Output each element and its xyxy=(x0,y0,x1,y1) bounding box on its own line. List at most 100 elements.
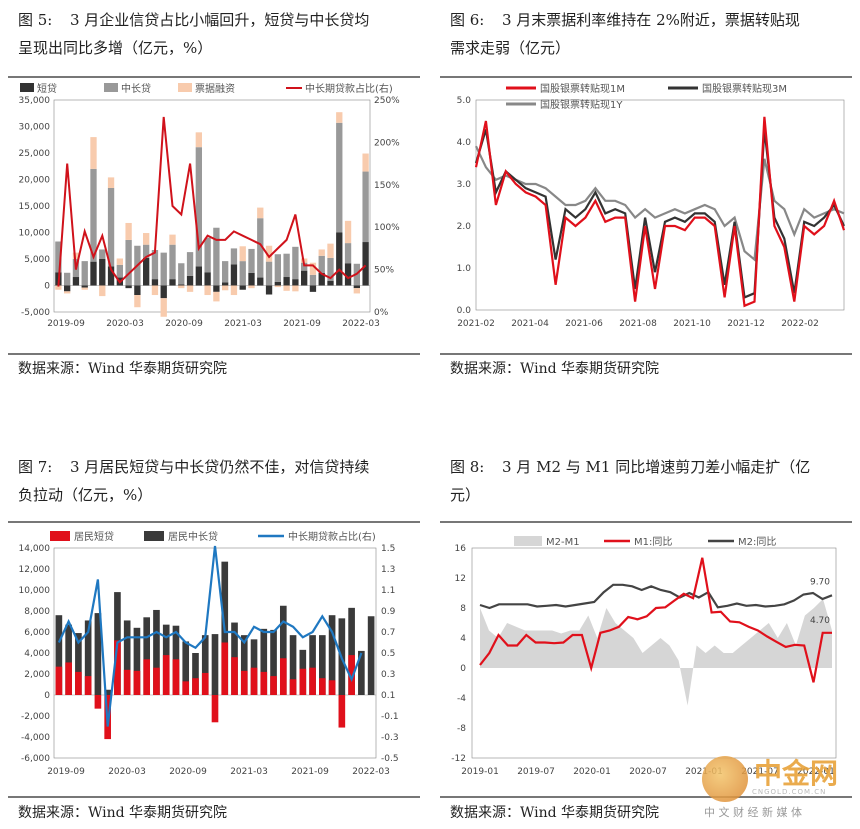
watermark-title: 中金网 xyxy=(754,757,839,790)
fig7-y-tick: -4,000 xyxy=(21,733,50,743)
fig5-x-tick: 2020-09 xyxy=(165,319,203,329)
fig5-legend-swatch xyxy=(20,83,34,92)
fig7-title-line2: 负拉动（亿元，%） xyxy=(18,486,153,504)
fig5-bar-0 xyxy=(362,242,369,286)
fig6-y-tick: 0.0 xyxy=(457,306,472,316)
fig5-bar-0 xyxy=(309,285,317,292)
fig7-x-tick: 2019-09 xyxy=(47,767,85,777)
fig6-caption: 图 6: 3 月末票据利率维持在 2%附近，票据转贴现 需求走弱（亿元） xyxy=(450,6,860,62)
fig7-bar-short xyxy=(162,655,170,695)
fig7-bar-long xyxy=(260,628,268,695)
fig7-number: 图 7: xyxy=(18,458,53,476)
fig5-bar-0 xyxy=(213,285,220,292)
fig5-bar-0 xyxy=(186,275,194,286)
fig5-bar-1 xyxy=(213,227,220,286)
fig6-legend-label: 国股银票转贴现1M xyxy=(540,82,625,95)
fig7-bar-long xyxy=(289,635,297,695)
fig8-area-spread xyxy=(480,599,832,706)
fig5-bar-0 xyxy=(230,264,238,286)
fig7-legend-swatch xyxy=(144,531,164,541)
fig6-number: 图 6: xyxy=(450,11,485,29)
fig8-annotation-m2: 9.70 xyxy=(810,577,830,587)
fig5-bar-2 xyxy=(178,285,185,289)
fig7-y-tick: 0 xyxy=(44,691,50,701)
fig7-bar-long xyxy=(358,650,365,695)
fig5-bar-1 xyxy=(195,147,202,267)
fig7-y-tick: 2,000 xyxy=(24,670,50,680)
fig5-bar-0 xyxy=(257,277,264,286)
fig5-bar-0 xyxy=(134,285,141,296)
fig5-y-tick: 20,000 xyxy=(19,176,51,186)
fig7-y2-tick: -0.1 xyxy=(381,712,399,722)
fig5-bar-1 xyxy=(64,272,71,286)
fig5-bar-2 xyxy=(64,291,71,294)
fig7-bar-short xyxy=(348,655,355,695)
fig5-bar-1 xyxy=(125,239,132,286)
fig7-bar-long xyxy=(201,635,209,695)
fig6-x-tick: 2021-06 xyxy=(565,319,603,329)
fig6-title-line2: 需求走弱（亿元） xyxy=(450,39,571,57)
fig5-bar-0 xyxy=(248,272,255,286)
fig8-x-tick: 2019-07 xyxy=(517,767,555,777)
fig6-x-tick: 2021-10 xyxy=(673,319,711,329)
fig5-bar-1 xyxy=(327,257,334,281)
fig5-bar-2 xyxy=(239,246,246,262)
fig7-bar-long xyxy=(270,629,277,695)
fig6-x-tick: 2021-08 xyxy=(619,319,657,329)
fig7-bar-long xyxy=(182,641,190,695)
fig5-bar-1 xyxy=(309,274,317,286)
fig7-top-rule xyxy=(8,521,420,523)
fig5-bar-1 xyxy=(230,248,238,265)
fig7-y-tick: -2,000 xyxy=(21,712,50,722)
fig5-bar-2 xyxy=(222,285,229,291)
fig8-y-tick: -4 xyxy=(457,694,466,704)
fig7-bar-short xyxy=(279,658,287,695)
fig5-bar-2 xyxy=(265,245,273,262)
fig6-legend-label: 国股银票转贴现3M xyxy=(702,82,787,95)
fig7-bar-long xyxy=(84,620,92,695)
fig5-bar-2 xyxy=(81,287,88,290)
fig6-plot-frame xyxy=(475,99,845,311)
fig5-bar-0 xyxy=(72,277,80,286)
fig6-line-1 xyxy=(474,129,845,299)
fig5-bar-2 xyxy=(116,258,123,265)
fig7-bar-short xyxy=(153,667,160,695)
fig5-bar-1 xyxy=(257,218,264,278)
fig7-bar-long xyxy=(75,633,82,695)
fig7-x-tick: 2021-03 xyxy=(230,767,268,777)
fig7-bar-long xyxy=(250,639,258,695)
fig5-bar-1 xyxy=(239,261,246,286)
fig7-bar-short xyxy=(201,672,209,695)
fig7-bar-long xyxy=(348,607,355,695)
fig5-x-tick: 2021-09 xyxy=(283,319,321,329)
fig5-bar-2 xyxy=(230,285,238,296)
fig5-bar-1 xyxy=(222,261,229,283)
watermark-subtitle: 中 文 财 经 新 媒 体 xyxy=(704,806,802,819)
fig8-number: 图 8: xyxy=(450,458,485,476)
fig5-y-tick: 25,000 xyxy=(19,149,51,159)
fig5-bar-2 xyxy=(213,291,220,302)
fig7-bar-long xyxy=(153,609,160,695)
fig6-x-tick: 2021-12 xyxy=(727,319,765,329)
fig8-plot-frame xyxy=(471,547,837,759)
fig5-bar-0 xyxy=(274,281,281,286)
fig7-y2-tick: 0.5 xyxy=(381,649,395,659)
fig5-y-tick: 35,000 xyxy=(19,96,51,106)
fig7-bar-short xyxy=(172,659,180,695)
fig5-bar-2 xyxy=(107,177,115,188)
fig5-y2-tick: 200% xyxy=(374,138,400,148)
fig7-y2-tick: 0.3 xyxy=(381,670,395,680)
fig5-bar-2 xyxy=(151,285,159,296)
fig5-bar-1 xyxy=(362,171,369,243)
fig5-bar-1 xyxy=(169,244,176,280)
fig5-bar-2 xyxy=(55,285,62,290)
fig6-x-tick: 2022-02 xyxy=(781,319,819,329)
fig8-x-tick: 2020-01 xyxy=(573,767,611,777)
fig7-bar-short xyxy=(123,669,131,695)
fig5-bar-2 xyxy=(143,233,150,245)
fig8-annotation-m1: 4.70 xyxy=(810,616,830,626)
fig5-bar-0 xyxy=(265,285,273,295)
fig7-y2-tick: 1.5 xyxy=(381,544,395,554)
fig7-y2-tick: 1.1 xyxy=(381,586,395,596)
fig5-bar-0 xyxy=(327,280,334,286)
